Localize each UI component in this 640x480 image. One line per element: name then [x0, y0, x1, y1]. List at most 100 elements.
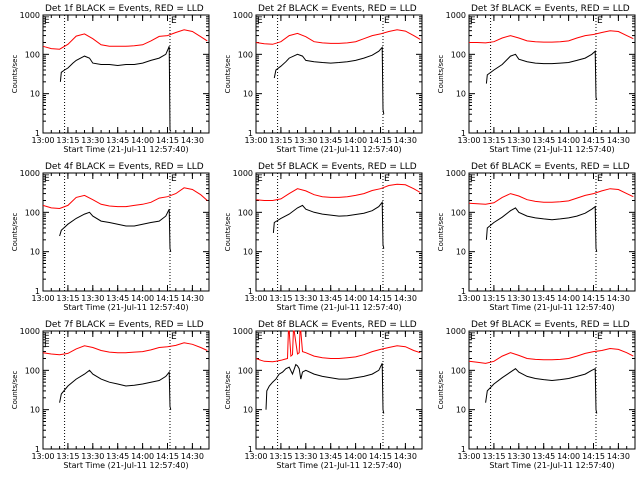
lld-series-line	[255, 29, 421, 45]
y-tick-label: 1	[461, 129, 466, 138]
y-tick-label: 100	[25, 50, 40, 59]
x-tick-label: 13:45	[106, 294, 129, 303]
plot-frame	[42, 330, 210, 450]
chart-title: Det 8f BLACK = Events, RED = LLD	[258, 320, 417, 330]
y-tick-label: 1	[248, 287, 253, 296]
x-axis-label: Start Time (21-Jul-11 12:57:40)	[489, 145, 614, 154]
y-tick-label: 1000	[20, 169, 40, 178]
marker-label: E	[171, 174, 177, 184]
x-tick-label: 14:15	[582, 136, 605, 145]
y-tick-label: 10	[243, 406, 253, 415]
chart-panel: Det 9f BLACK = Events, RED = LLD 1 10 100 10…	[437, 320, 636, 470]
y-tick-label: 10	[456, 406, 466, 415]
chart-panel: Det 6f BLACK = Events, RED = LLD 1 10 100 10…	[437, 162, 636, 312]
plot-frame	[255, 14, 423, 134]
x-tick-label: 14:15	[156, 136, 179, 145]
plot-frame	[468, 172, 636, 292]
corner-label: E	[470, 16, 476, 26]
lld-series-line	[469, 30, 634, 44]
plot-frame	[255, 172, 423, 292]
lld-series-line	[255, 183, 421, 201]
chart-panel: Det 5f BLACK = Events, RED = LLD 1 10 100 10…	[224, 162, 423, 312]
y-axis-label: Counts/sec	[437, 213, 445, 252]
events-series-line	[265, 363, 385, 414]
chart-panel: Det 8f BLACK = Events, RED = LLD 1 10 100 10…	[224, 320, 423, 470]
x-tick-label: 13:45	[532, 452, 555, 461]
x-tick-label: 14:15	[369, 294, 392, 303]
x-tick-label: 13:15	[269, 452, 292, 461]
marker-label: E	[384, 174, 390, 184]
chart-panel: Det 7f BLACK = Events, RED = LLD 1 10 100 10…	[11, 320, 210, 470]
y-tick-label: 100	[451, 366, 466, 375]
events-series-line	[485, 205, 598, 252]
chart-title: Det 5f BLACK = Events, RED = LLD	[258, 162, 417, 172]
chart-title: Det 1f BLACK = Events, RED = LLD	[45, 4, 204, 14]
y-axis-label: Counts/sec	[224, 213, 232, 252]
corner-label: E	[44, 340, 50, 350]
plot-frame	[255, 330, 423, 450]
marker-label: E	[597, 332, 603, 342]
x-tick-label: 14:15	[582, 294, 605, 303]
chart-title: Det 9f BLACK = Events, RED = LLD	[471, 320, 630, 330]
corner-label: E	[44, 174, 50, 184]
x-tick-label: 14:30	[394, 452, 417, 461]
marker-label: E	[171, 332, 177, 342]
chart-title: Det 6f BLACK = Events, RED = LLD	[471, 162, 630, 172]
y-tick-label: 10	[30, 248, 40, 257]
x-axis-label: Start Time (21-Jul-11 12:57:40)	[489, 303, 614, 312]
x-tick-label: 13:15	[482, 294, 505, 303]
lld-series-line	[468, 188, 634, 205]
chart-panel: Det 2f BLACK = Events, RED = LLD 1 10 100 10…	[224, 4, 423, 154]
events-series-line	[59, 208, 172, 252]
y-tick-label: 1	[35, 445, 40, 454]
marker-label: E	[597, 174, 603, 184]
x-tick-label: 13:00	[457, 136, 480, 145]
lld-series-line	[42, 342, 208, 356]
x-tick-label: 14:00	[131, 294, 154, 303]
x-tick-label: 13:00	[457, 294, 480, 303]
x-tick-label: 13:45	[106, 136, 129, 145]
marker-label: E	[597, 16, 603, 26]
x-axis-label: Start Time (21-Jul-11 12:57:40)	[489, 461, 614, 470]
marker-label: E	[171, 16, 177, 26]
x-tick-label: 14:30	[394, 136, 417, 145]
x-tick-label: 14:15	[156, 294, 179, 303]
plot-frame	[468, 14, 636, 134]
x-axis-label: Start Time (21-Jul-11 12:57:40)	[276, 461, 401, 470]
chart-title: Det 4f BLACK = Events, RED = LLD	[45, 162, 204, 172]
x-tick-label: 13:30	[507, 452, 530, 461]
marker-label: E	[384, 16, 390, 26]
x-tick-label: 13:00	[244, 136, 267, 145]
x-tick-label: 13:45	[319, 136, 342, 145]
x-tick-label: 14:00	[344, 452, 367, 461]
x-tick-label: 13:30	[294, 452, 317, 461]
x-axis-label: Start Time (21-Jul-11 12:57:40)	[63, 145, 188, 154]
y-tick-label: 1000	[446, 327, 466, 336]
chart-panel: Det 1f BLACK = Events, RED = LLD 1 10 100 10…	[11, 4, 210, 154]
x-tick-label: 13:30	[294, 294, 317, 303]
x-tick-label: 14:00	[344, 294, 367, 303]
corner-label: E	[470, 174, 476, 184]
chart-panel: Det 4f BLACK = Events, RED = LLD 1 10 100 10…	[11, 162, 210, 312]
x-tick-label: 13:30	[507, 136, 530, 145]
x-tick-label: 13:30	[81, 294, 104, 303]
y-tick-label: 1000	[20, 11, 40, 20]
corner-label: E	[257, 174, 263, 184]
x-tick-label: 13:15	[269, 136, 292, 145]
x-tick-label: 13:15	[56, 136, 79, 145]
y-axis-label: Counts/sec	[437, 55, 445, 94]
y-tick-label: 100	[238, 208, 253, 217]
chart-title: Det 3f BLACK = Events, RED = LLD	[471, 4, 630, 14]
x-tick-label: 13:15	[482, 136, 505, 145]
lld-series-line	[255, 330, 421, 363]
y-tick-label: 10	[243, 248, 253, 257]
y-tick-label: 10	[243, 90, 253, 99]
x-tick-label: 13:30	[507, 294, 530, 303]
x-tick-label: 13:45	[319, 452, 342, 461]
y-tick-label: 10	[30, 406, 40, 415]
y-axis-label: Counts/sec	[224, 371, 232, 410]
x-tick-label: 13:30	[294, 136, 317, 145]
y-axis-label: Counts/sec	[11, 371, 19, 410]
corner-label: E	[44, 16, 50, 26]
y-tick-label: 1	[35, 129, 40, 138]
